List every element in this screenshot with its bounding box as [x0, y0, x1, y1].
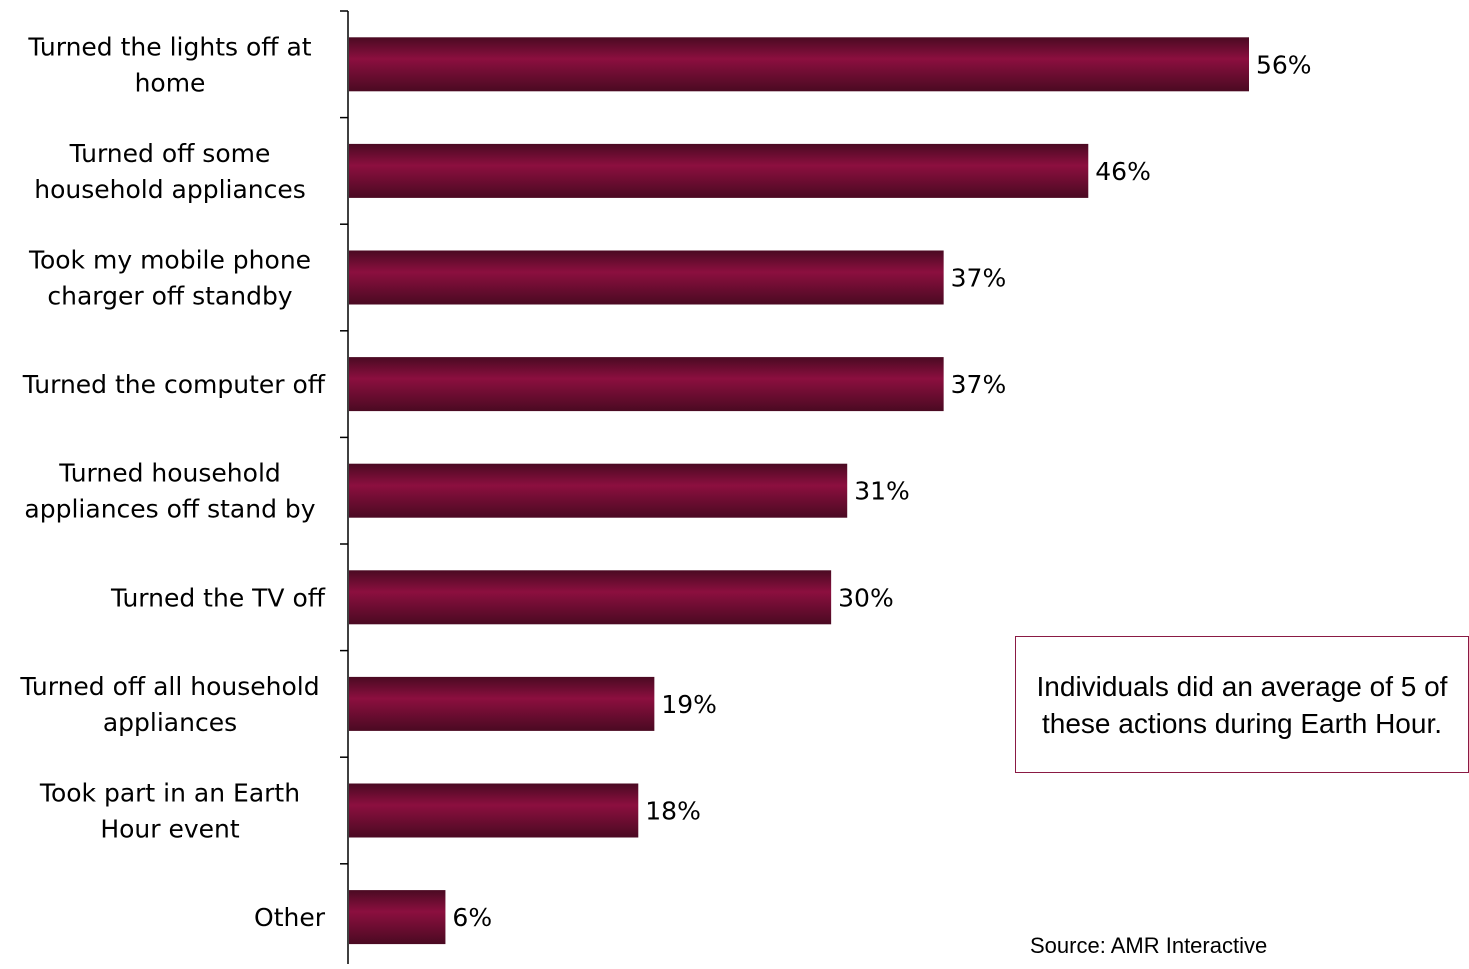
annotation-box: Individuals did an average of 5 of these…	[1015, 636, 1469, 773]
category-label: household appliances	[34, 175, 306, 204]
annotation-text: Individuals did an average of 5 of these…	[1036, 670, 1448, 739]
axis-layer	[340, 10, 349, 964]
bar	[349, 783, 639, 838]
category-label: Turned the lights off at	[27, 32, 311, 61]
bar	[349, 463, 848, 518]
category-label: Hour event	[100, 815, 240, 844]
bar-layer	[349, 37, 1249, 945]
value-label: 37%	[951, 370, 1007, 399]
category-label: Turned household	[58, 459, 281, 488]
bar	[349, 357, 944, 412]
category-label: Turned the computer off	[22, 370, 326, 399]
bar	[349, 37, 1249, 92]
bar	[349, 570, 832, 625]
bar	[349, 676, 655, 731]
category-label: appliances off stand by	[24, 495, 315, 524]
category-label: Turned off some	[69, 139, 271, 168]
category-label: Turned the TV off	[110, 583, 326, 612]
category-label: Other	[254, 903, 326, 932]
value-label: 6%	[452, 903, 492, 932]
category-label: Took my mobile phone	[28, 246, 311, 275]
value-label: 56%	[1256, 50, 1312, 79]
value-label: 18%	[645, 797, 701, 826]
value-label: 37%	[951, 264, 1007, 293]
value-label: 30%	[838, 583, 894, 612]
bar	[349, 890, 446, 945]
category-label: appliances	[103, 708, 237, 737]
value-label: 19%	[661, 690, 717, 719]
value-label: 46%	[1095, 157, 1151, 186]
label-layer: 56% Turned the lights off at home 46% Turned…	[19, 32, 1311, 932]
category-label: charger off standby	[47, 282, 292, 311]
bar	[349, 250, 944, 305]
value-label: 31%	[854, 477, 910, 506]
source-note: Source: AMR Interactive	[1030, 933, 1268, 958]
category-label: home	[135, 68, 206, 97]
category-label: Turned off all household	[19, 672, 319, 701]
category-label: Took part in an Earth	[39, 779, 300, 808]
bar	[349, 143, 1089, 198]
